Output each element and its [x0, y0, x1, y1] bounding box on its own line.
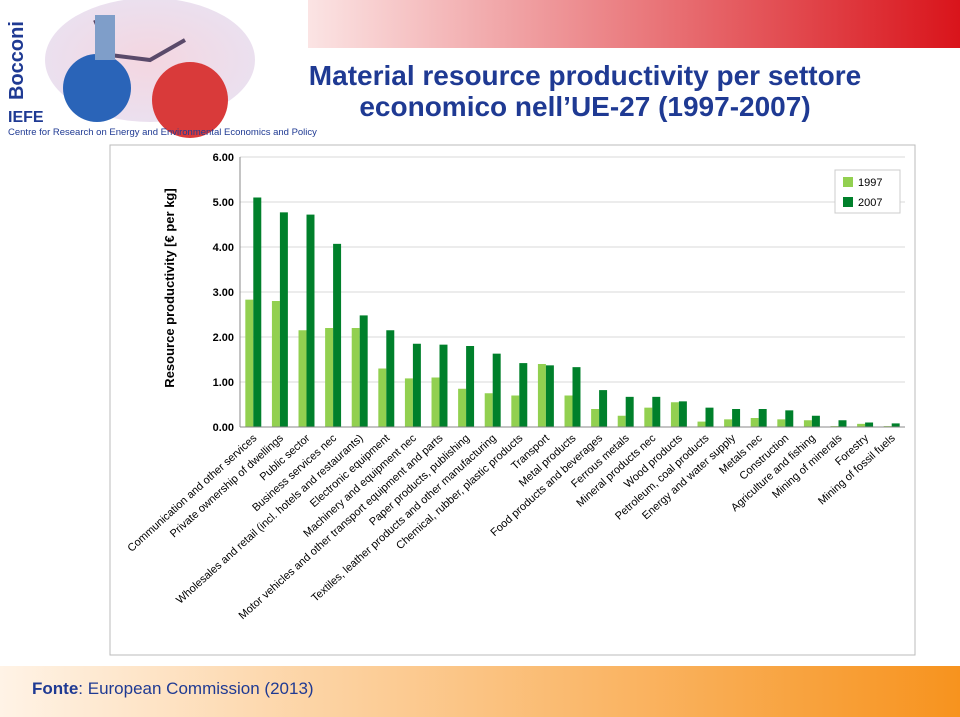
y-axis-title: Resource productivity [€ per kg]	[162, 188, 177, 387]
bar	[466, 346, 475, 427]
bar	[777, 419, 786, 427]
bar	[458, 388, 467, 427]
legend-label: 2007	[858, 197, 882, 209]
logo-centre: Centre for Research on Energy and Enviro…	[8, 127, 317, 138]
bar	[511, 395, 520, 427]
bar	[484, 393, 493, 427]
bar	[644, 407, 653, 427]
bar	[306, 214, 315, 427]
bar	[572, 367, 581, 427]
y-tick-label: 6.00	[213, 152, 234, 164]
footer-label: Fonte	[32, 679, 79, 698]
bar	[617, 415, 626, 427]
bar	[253, 197, 262, 427]
bar	[591, 409, 600, 427]
bar	[724, 419, 733, 427]
bar	[378, 368, 387, 427]
bar	[325, 328, 334, 427]
bar	[599, 390, 608, 427]
bar	[857, 423, 866, 427]
y-tick-label: 3.00	[213, 287, 234, 299]
y-tick-label: 2.00	[213, 332, 234, 344]
bar	[359, 315, 368, 427]
bar	[404, 378, 413, 427]
logo-university: Bocconi	[6, 21, 28, 100]
bar	[652, 396, 661, 427]
logo-painting	[45, 0, 255, 138]
legend-swatch	[843, 197, 853, 207]
bar	[625, 396, 634, 427]
bar	[271, 301, 280, 427]
legend-label: 1997	[858, 177, 882, 189]
bar	[537, 364, 546, 427]
bar	[758, 409, 767, 427]
bar	[298, 330, 307, 427]
header-band	[308, 0, 960, 48]
footer-text: : European Commission (2013)	[78, 679, 314, 698]
legend-swatch	[843, 177, 853, 187]
bar	[803, 420, 812, 427]
bar	[705, 407, 714, 427]
bar	[492, 353, 501, 427]
y-tick-label: 4.00	[213, 242, 234, 254]
bar	[545, 365, 554, 427]
y-tick-label: 0.00	[213, 422, 234, 434]
bar	[386, 330, 395, 427]
bar	[891, 423, 900, 427]
slide-title: Material resource productivity per setto…	[308, 60, 862, 122]
bar	[564, 395, 573, 427]
bar	[865, 422, 874, 427]
y-tick-label: 1.00	[213, 377, 234, 389]
bar	[519, 363, 528, 427]
bar	[811, 415, 820, 427]
bar	[732, 409, 741, 427]
logo-institute: IEFE	[8, 109, 44, 126]
bar	[351, 328, 360, 427]
bar	[431, 377, 440, 427]
bar	[697, 421, 706, 427]
footer-band	[0, 666, 960, 717]
y-tick-label: 5.00	[213, 197, 234, 209]
bar	[412, 343, 421, 427]
bar	[678, 401, 687, 427]
bar	[838, 420, 847, 427]
bar	[245, 299, 254, 427]
bar	[670, 402, 679, 427]
bar	[750, 418, 759, 427]
bar	[785, 410, 794, 427]
bar	[439, 344, 448, 427]
bar	[333, 243, 342, 427]
footer-source: Fonte: European Commission (2013)	[32, 679, 314, 699]
bar	[279, 212, 288, 427]
